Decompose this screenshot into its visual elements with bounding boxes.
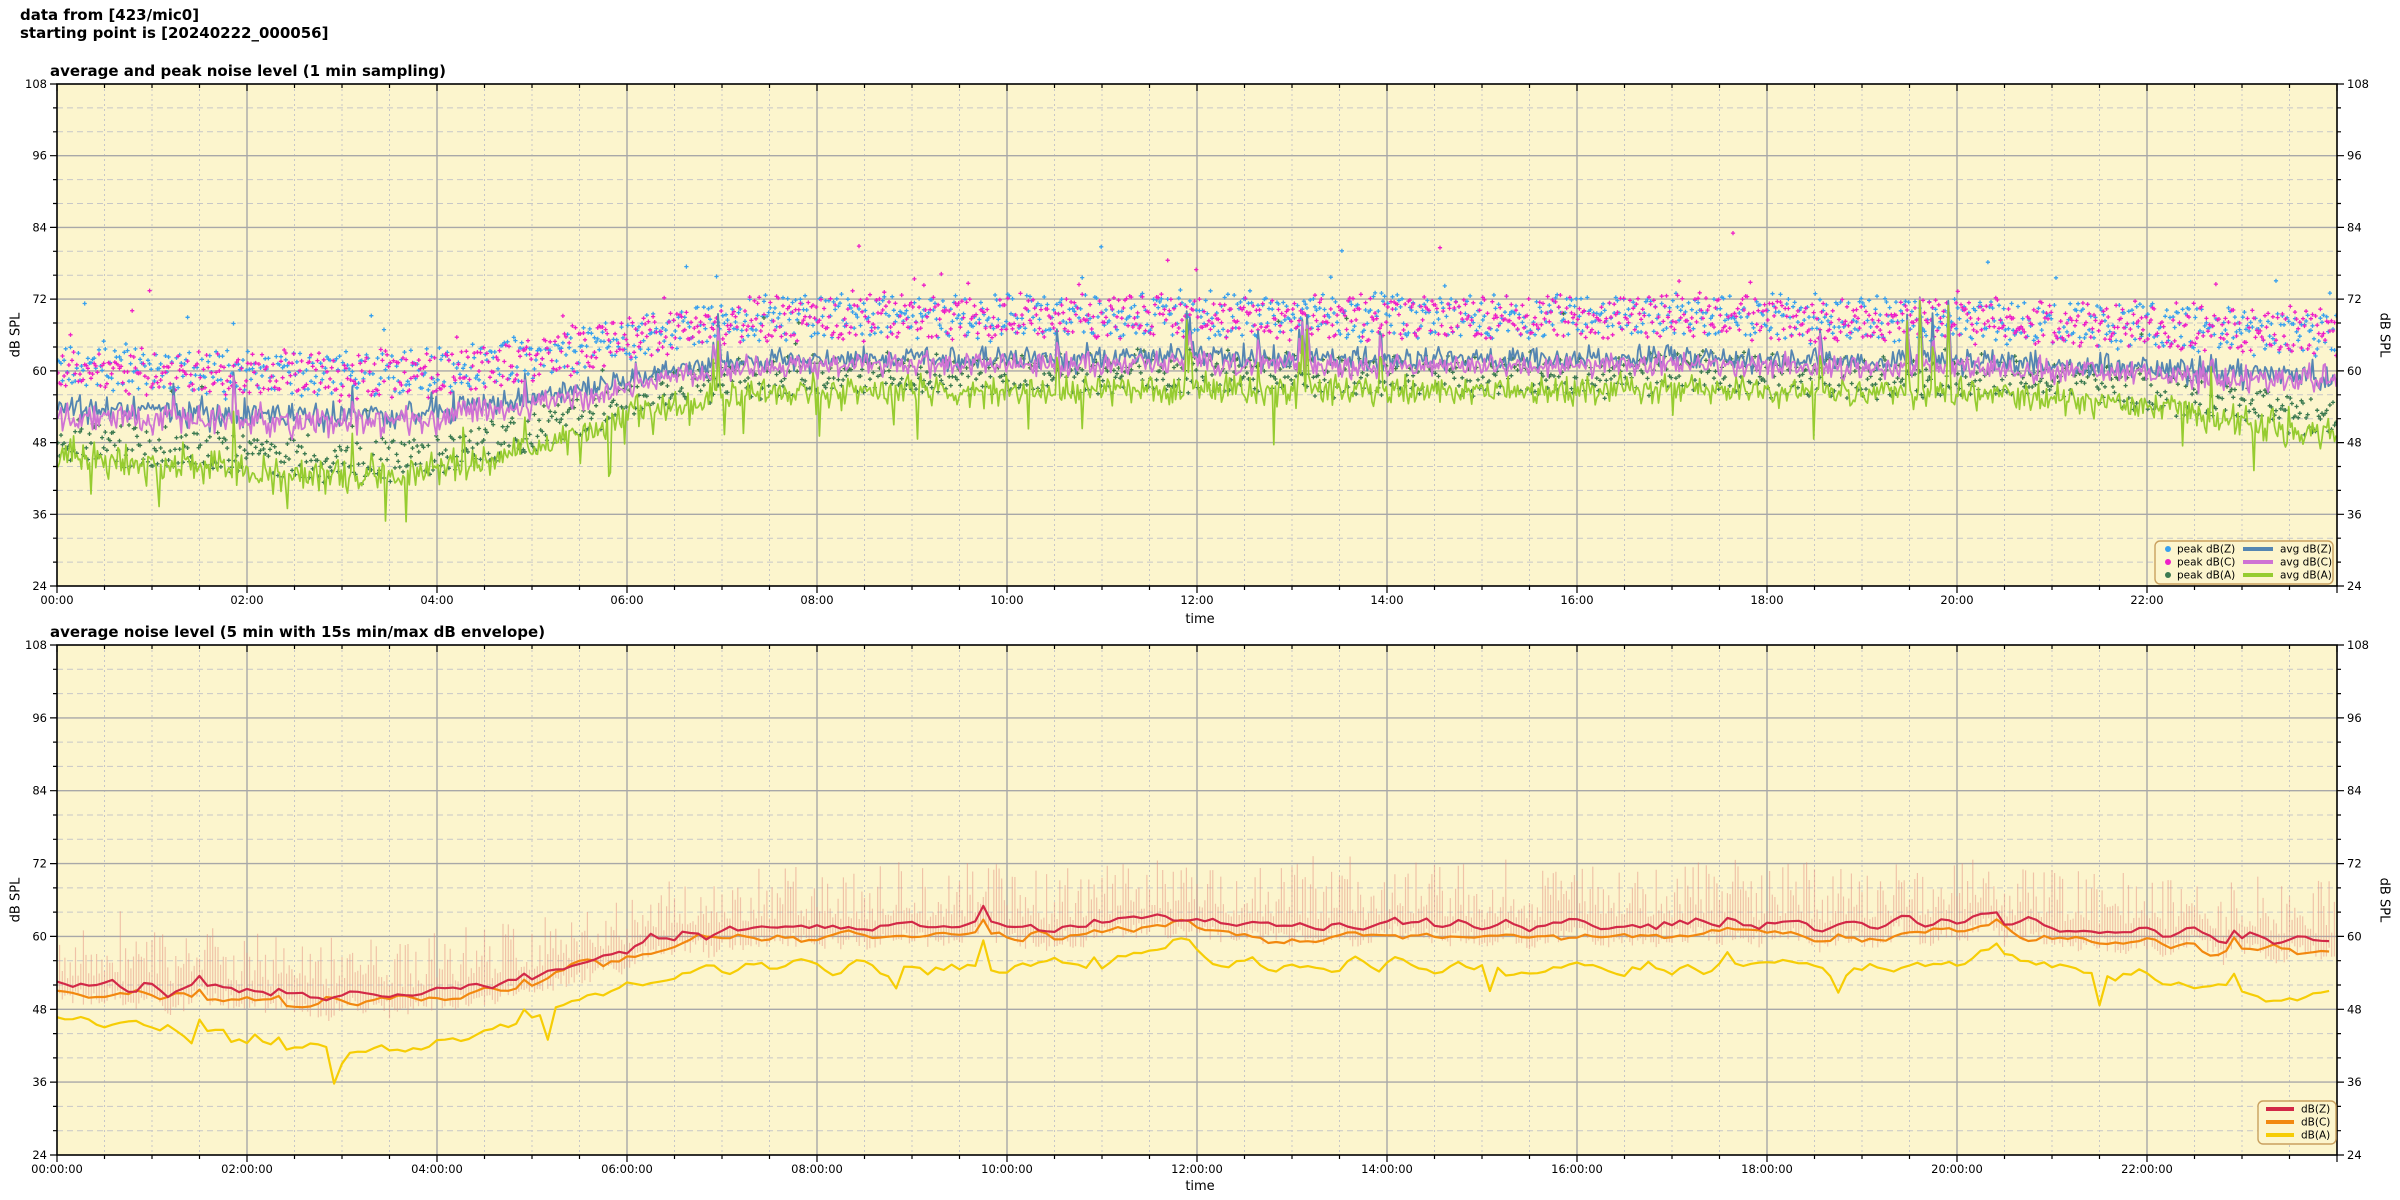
chart2-yaxis-label-left: dB SPL xyxy=(8,877,24,923)
legend-label: avg dB(C) xyxy=(2280,557,2332,569)
chart1-xtick: 16:00 xyxy=(1560,593,1593,607)
legend-label: avg dB(A) xyxy=(2280,570,2332,582)
chart2-plot-border xyxy=(56,644,2338,1156)
chart2-xtick: 20:00:00 xyxy=(1931,1162,1983,1176)
chart2-xtick: 16:00:00 xyxy=(1551,1162,1603,1176)
chart1-xtick: 06:00 xyxy=(610,593,643,607)
chart1-ytick-right: 84 xyxy=(2347,220,2362,234)
chart2-series xyxy=(57,856,2335,1085)
chart2-xaxis-label: time xyxy=(1185,1179,1215,1194)
chart2-ytick-right: 24 xyxy=(2347,1148,2362,1162)
series-avg-db-a- xyxy=(57,299,2337,523)
chart1-xtick: 22:00 xyxy=(2130,593,2163,607)
legend-label: avg dB(Z) xyxy=(2280,544,2332,556)
chart2-ytick-right: 96 xyxy=(2347,711,2362,725)
chart2-xtick: 02:00:00 xyxy=(221,1162,273,1176)
legend-marker-peak-db-c- xyxy=(2165,559,2171,565)
chart2-xtick: 12:00:00 xyxy=(1171,1162,1223,1176)
chart2-ytick-left: 24 xyxy=(32,1148,47,1162)
chart1-ytick-right: 96 xyxy=(2347,149,2362,163)
chart2-ytick-right: 36 xyxy=(2347,1075,2362,1089)
chart1-xtick: 02:00 xyxy=(230,593,263,607)
chart1-xtick: 12:00 xyxy=(1180,593,1213,607)
chart1-ytick-left: 48 xyxy=(32,436,47,450)
series-avg-db-c- xyxy=(57,297,2337,441)
chart1-yaxis-label-left: dB SPL xyxy=(8,312,24,358)
legend-label: dB(Z) xyxy=(2301,1104,2330,1116)
chart1-xaxis-label: time xyxy=(1185,612,1215,627)
chart1-title: average and peak noise level (1 min samp… xyxy=(50,62,446,80)
chart1-xtick: 18:00 xyxy=(1750,593,1783,607)
legend-marker-peak-db-a- xyxy=(2165,572,2171,578)
chart1-ytick-left: 24 xyxy=(32,579,47,593)
chart1-xtick: 08:00 xyxy=(800,593,833,607)
chart2-legend: dB(Z)dB(C)dB(A) xyxy=(2257,1100,2337,1145)
chart2-xtick: 14:00:00 xyxy=(1361,1162,1413,1176)
chart2-ytick-left: 72 xyxy=(32,857,47,871)
legend-label: peak dB(A) xyxy=(2177,570,2235,582)
legend-marker-peak-db-z- xyxy=(2165,546,2171,552)
legend-label: peak dB(Z) xyxy=(2177,544,2235,556)
chart1-major-grid xyxy=(57,84,2337,586)
chart1-ytick-right: 24 xyxy=(2347,579,2362,593)
chart1-ytick-left: 36 xyxy=(32,507,47,521)
chart2: 24 24 36 36 48 48 60 60 72 72 84 84 96 96 108 108 00:00:… xyxy=(25,638,2369,1176)
chart2-xtick: 18:00:00 xyxy=(1741,1162,1793,1176)
chart2-xtick: 22:00:00 xyxy=(2121,1162,2173,1176)
chart1-ytick-right: 108 xyxy=(2347,77,2369,91)
header: data from [423/mic0] starting point is [… xyxy=(20,6,328,42)
chart2-xtick: 06:00:00 xyxy=(601,1162,653,1176)
chart2-ytick-right: 108 xyxy=(2347,638,2369,652)
chart1-axis-ticks xyxy=(50,83,2344,593)
series-db-a- xyxy=(57,937,2330,1085)
chart1-yaxis-label-right: dB SPL xyxy=(2376,312,2392,358)
chart1-ytick-right: 48 xyxy=(2347,436,2362,450)
chart1-xtick: 10:00 xyxy=(990,593,1023,607)
chart1: 24 24 36 36 48 48 60 60 72 72 84 84 96 96 108 108 00:00 0… xyxy=(25,77,2369,607)
chart1-xtick: 04:00 xyxy=(420,593,453,607)
chart1-legend: peak dB(Z)peak dB(C)peak dB(A)avg dB(Z)a… xyxy=(2154,540,2334,585)
chart1-minor-grid-vertical xyxy=(104,84,2290,586)
chart2-xtick: 08:00:00 xyxy=(791,1162,843,1176)
chart2-xtick: 00:00:00 xyxy=(31,1162,83,1176)
chart2-ytick-right: 48 xyxy=(2347,1002,2362,1016)
chart1-xtick: 00:00 xyxy=(40,593,73,607)
chart1-xtick: 14:00 xyxy=(1370,593,1403,607)
chart2-ytick-left: 96 xyxy=(32,711,47,725)
series-db-z- xyxy=(57,904,2330,1002)
chart2-title: average noise level (5 min with 15s min/… xyxy=(50,623,546,641)
chart2-ytick-left: 108 xyxy=(25,638,47,652)
chart1-ytick-left: 84 xyxy=(32,220,47,234)
series-db-c- xyxy=(57,918,2330,1009)
chart2-xtick: 04:00:00 xyxy=(411,1162,463,1176)
chart1-ytick-left: 72 xyxy=(32,292,47,306)
chart1-ytick-right: 36 xyxy=(2347,507,2362,521)
chart1-xtick: 20:00 xyxy=(1940,593,1973,607)
chart2-ytick-left: 36 xyxy=(32,1075,47,1089)
chart2-xtick: 10:00:00 xyxy=(981,1162,1033,1176)
chart1-ytick-left: 108 xyxy=(25,77,47,91)
chart1-series xyxy=(57,231,2337,523)
chart1-ytick-left: 60 xyxy=(32,364,47,378)
chart2-yaxis-label-right: dB SPL xyxy=(2376,877,2392,923)
chart2-axis-ticks xyxy=(50,644,2344,1162)
chart1-ytick-left: 96 xyxy=(32,149,47,163)
header-line-1: data from [423/mic0] xyxy=(20,6,200,24)
chart2-ytick-right: 60 xyxy=(2347,929,2362,943)
chart1-ytick-right: 72 xyxy=(2347,292,2362,306)
chart1-plot-border xyxy=(56,83,2338,587)
chart2-ytick-right: 84 xyxy=(2347,784,2362,798)
legend-label: peak dB(C) xyxy=(2177,557,2235,569)
chart2-ytick-left: 48 xyxy=(32,1002,47,1016)
chart1-ytick-right: 60 xyxy=(2347,364,2362,378)
legend-label: dB(A) xyxy=(2301,1130,2330,1142)
chart2-ytick-left: 60 xyxy=(32,929,47,943)
header-line-2: starting point is [20240222_000056] xyxy=(20,24,329,42)
chart2-ytick-right: 72 xyxy=(2347,857,2362,871)
chart2-ytick-left: 84 xyxy=(32,784,47,798)
legend-label: dB(C) xyxy=(2301,1117,2330,1129)
